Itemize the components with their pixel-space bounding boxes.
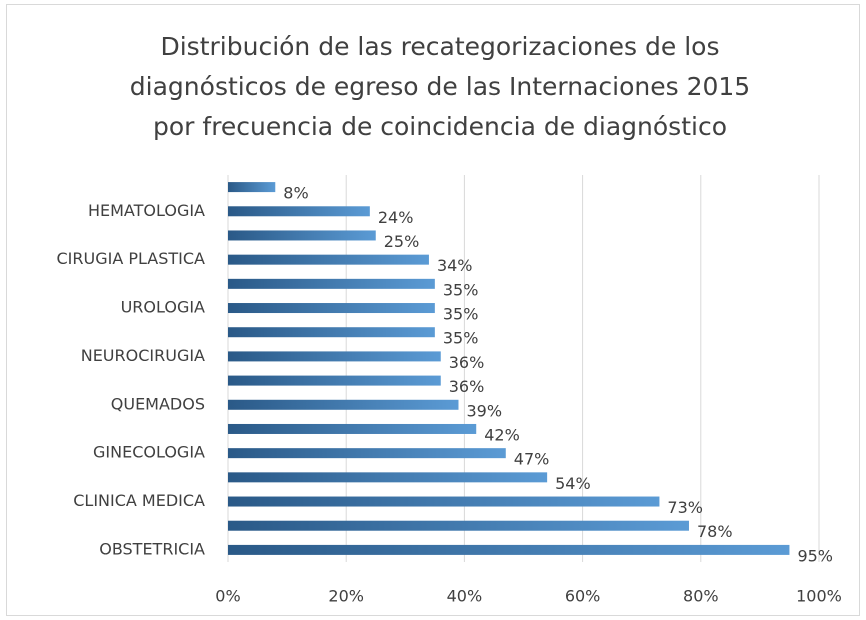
data-label: 73% [667, 498, 703, 517]
data-label: 8% [283, 184, 308, 203]
bar [228, 399, 459, 410]
bar [228, 375, 441, 386]
x-tick-label: 40% [447, 587, 483, 606]
y-tick-label: NEUROCIRUGIA [81, 346, 205, 365]
y-tick-label: CIRUGIA PLASTICA [56, 249, 205, 268]
bar [228, 206, 370, 217]
bar [228, 423, 477, 434]
y-tick-label: CLINICA MEDICA [73, 491, 205, 510]
data-label: 47% [514, 450, 550, 469]
data-label: 95% [797, 546, 833, 565]
y-tick-label: GINECOLOGIA [93, 443, 205, 462]
x-tick-label: 80% [683, 587, 719, 606]
bar [228, 327, 435, 338]
bar [228, 182, 276, 193]
x-tick-label: 20% [328, 587, 364, 606]
bar [228, 278, 435, 289]
data-label: 36% [449, 377, 485, 396]
chart-title: por frecuencia de coincidencia de diagnó… [153, 112, 727, 141]
y-tick-label: OBSTETRICIA [99, 539, 205, 558]
y-tick-label: HEMATOLOGIA [88, 201, 205, 220]
data-label: 39% [466, 401, 502, 420]
bar [228, 303, 435, 314]
y-tick-label: UROLOGIA [121, 298, 205, 317]
bar [228, 544, 790, 555]
data-label: 42% [484, 425, 520, 444]
data-label: 34% [437, 256, 473, 275]
chart-title: Distribución de las recategorizaciones d… [160, 32, 719, 61]
data-label: 54% [555, 474, 591, 493]
data-label: 35% [443, 280, 479, 299]
bar [228, 230, 376, 241]
y-tick-label: QUEMADOS [111, 394, 205, 413]
bar [228, 448, 506, 459]
data-label: 35% [443, 305, 479, 324]
x-tick-label: 100% [796, 587, 842, 606]
data-label: 36% [449, 353, 485, 372]
x-tick-label: 0% [215, 587, 240, 606]
data-label: 78% [697, 522, 733, 541]
bar [228, 472, 548, 483]
chart-title: diagnósticos de egreso de las Internacio… [130, 72, 750, 101]
x-tick-label: 60% [565, 587, 601, 606]
bar [228, 520, 689, 531]
bar [228, 496, 660, 507]
bar [228, 351, 441, 362]
bar [228, 254, 429, 265]
data-label: 25% [384, 232, 420, 251]
data-label: 35% [443, 329, 479, 348]
data-label: 24% [378, 208, 414, 227]
